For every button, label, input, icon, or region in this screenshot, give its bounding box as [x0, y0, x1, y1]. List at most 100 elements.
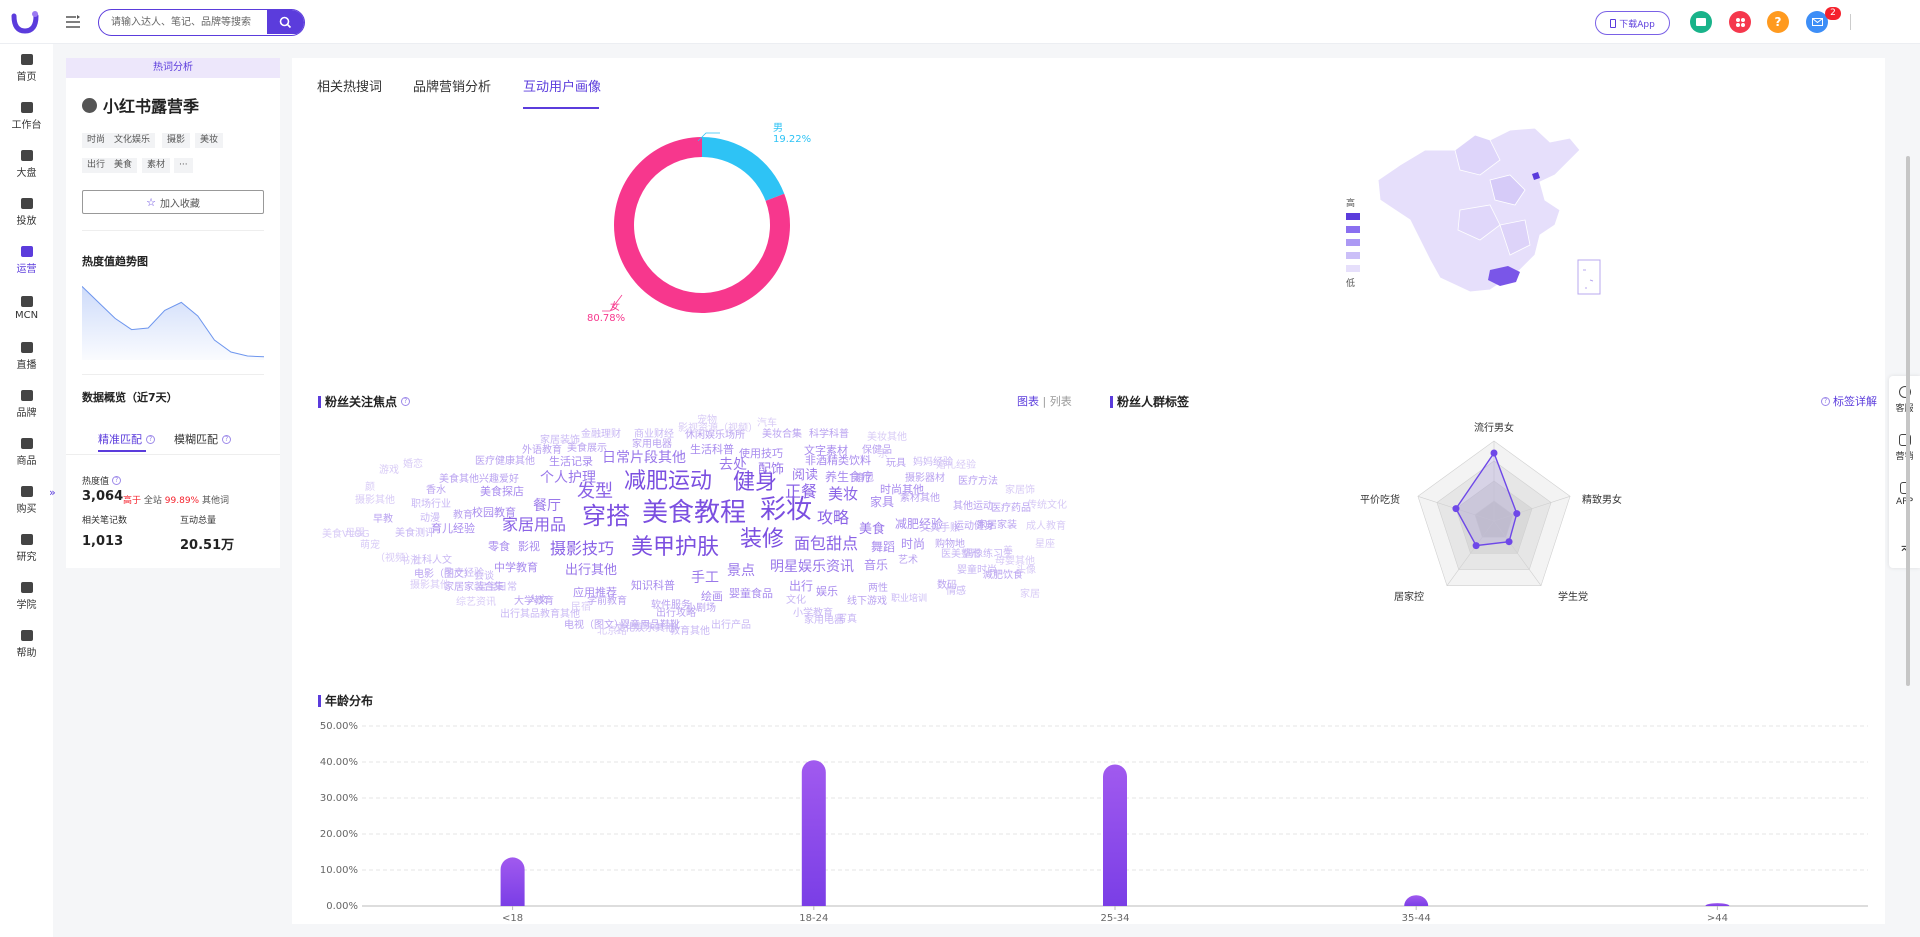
radar-point[interactable]	[1452, 505, 1460, 513]
help-icon[interactable]: ?	[112, 476, 122, 485]
question-icon[interactable]: ?	[1767, 11, 1789, 33]
cloud-word[interactable]: 家居装饰	[540, 435, 580, 446]
cloud-word[interactable]: 箱包	[854, 473, 874, 484]
cloud-word[interactable]: 中学教育	[494, 561, 538, 574]
cloud-word[interactable]: 出行其品教育其他	[500, 609, 580, 620]
cloud-word[interactable]: 科学科普	[809, 429, 849, 440]
cloud-word[interactable]: 早教	[373, 514, 393, 525]
cloud-word[interactable]: 明星娱乐资讯	[770, 559, 854, 575]
cloud-word[interactable]: 手工	[691, 570, 719, 586]
cloud-word[interactable]: 出行其他	[565, 563, 618, 578]
cloud-word[interactable]: 发型	[577, 481, 613, 502]
cloud-word[interactable]: 香水	[426, 485, 446, 496]
cloud-word[interactable]: 学前教育	[587, 596, 627, 607]
sidebar-item[interactable]: 大盘	[0, 144, 53, 184]
cloud-word[interactable]: 其他运动	[953, 501, 993, 512]
search-button[interactable]	[267, 10, 304, 34]
download-app-button[interactable]: 下载App	[1595, 11, 1670, 35]
cloud-word[interactable]: 动漫	[420, 513, 440, 524]
sidebar-item[interactable]: 直播	[0, 336, 53, 376]
age-bar[interactable]	[1404, 895, 1429, 906]
cloud-word[interactable]: 知识科普	[631, 579, 675, 592]
cloud-word[interactable]: 家居家装	[977, 520, 1017, 531]
logo-icon[interactable]	[11, 9, 39, 35]
cloud-word[interactable]: 家用电器	[632, 439, 672, 450]
age-bar[interactable]	[801, 760, 826, 906]
view-list-button[interactable]: 列表	[1049, 395, 1072, 408]
sidebar-item[interactable]: 帮助	[0, 624, 53, 664]
cloud-word[interactable]: 装修	[740, 527, 785, 552]
cloud-word[interactable]: 生活科普	[690, 443, 734, 456]
menu-toggle-icon[interactable]	[64, 13, 82, 31]
cloud-word[interactable]: 日常片段其他	[602, 450, 686, 466]
cloud-word[interactable]: 配饰	[758, 462, 785, 477]
sidebar-item[interactable]: 购买	[0, 480, 53, 520]
sidebar-item[interactable]: 投放	[0, 192, 53, 232]
cloud-word[interactable]: 时尚	[901, 537, 926, 551]
cloud-word[interactable]: 宝宝日常	[477, 582, 517, 593]
cloud-word[interactable]: 会谈	[474, 571, 494, 582]
cloud-word[interactable]: 商业财经	[634, 429, 674, 440]
cloud-word[interactable]: 医疗健康其他	[475, 456, 535, 467]
cloud-word[interactable]: 教育	[453, 510, 473, 521]
cloud-word[interactable]: 出行	[789, 579, 814, 593]
sidebar-item[interactable]: 品牌	[0, 384, 53, 424]
cloud-word[interactable]: 社科人文	[412, 555, 452, 566]
cloud-word[interactable]: 非酒精类饮料	[805, 454, 871, 467]
cloud-word[interactable]: 绘画	[701, 590, 723, 603]
radar-point[interactable]	[1472, 542, 1480, 550]
cloud-word[interactable]: 个人护理	[540, 470, 596, 486]
cloud-word[interactable]: 传统文化	[1027, 500, 1067, 511]
cloud-word[interactable]: 宠物	[697, 415, 717, 426]
cloud-word[interactable]: 金融理财	[581, 429, 621, 440]
tab-fuzzy-match[interactable]: 模糊匹配?	[174, 431, 231, 447]
topic-tag[interactable]: ···	[174, 158, 193, 173]
sidebar-item[interactable]: 运营	[0, 240, 53, 280]
cloud-word[interactable]: 家居家装合集	[444, 582, 504, 593]
cloud-word[interactable]: 电影（图文）	[414, 569, 474, 580]
topic-tag[interactable]: 时尚	[82, 133, 111, 148]
cloud-word[interactable]: 婴童用品鞋靴	[620, 620, 680, 631]
cloud-word[interactable]: 音乐	[864, 558, 889, 572]
cloud-word[interactable]: 景点	[727, 563, 755, 579]
cloud-word[interactable]: 婴童时尚	[957, 565, 997, 576]
cloud-word[interactable]: 医疗药品	[991, 503, 1031, 514]
cloud-word[interactable]: 减肥饮食	[983, 570, 1023, 581]
cloud-word[interactable]: 健身	[733, 470, 778, 495]
app-button[interactable]: APP	[1889, 482, 1920, 507]
topic-tag[interactable]: 美妆	[195, 133, 224, 148]
cloud-word[interactable]: 成人教育	[1026, 521, 1066, 532]
cloud-word[interactable]: 文具手账	[920, 523, 960, 534]
cloud-word[interactable]: 美食	[859, 522, 886, 537]
cloud-word[interactable]: 去处	[719, 457, 747, 473]
cloud-word[interactable]: 颜	[365, 482, 375, 493]
cloud-word[interactable]: （视频）	[375, 553, 415, 564]
cloud-word[interactable]: 家具	[870, 495, 895, 509]
tag-detail-link[interactable]: ? 标签详解	[1821, 393, 1877, 409]
cloud-word[interactable]: 购物地	[935, 539, 965, 550]
cloud-word[interactable]: 生活记录	[549, 455, 593, 468]
cloud-word[interactable]: 正餐	[785, 482, 818, 501]
cloud-word[interactable]: 面包甜点	[794, 534, 859, 553]
cloud-word[interactable]: 阅读	[792, 468, 819, 483]
cloud-word[interactable]: 艺术	[898, 555, 918, 566]
sidebar-item[interactable]: 学院	[0, 576, 53, 616]
cloud-word[interactable]: 书法	[400, 556, 420, 567]
radar-point[interactable]	[1505, 538, 1513, 546]
cloud-word[interactable]: 保健品	[862, 445, 892, 456]
topic-tag[interactable]: 文化娱乐	[109, 133, 156, 148]
cloud-word[interactable]: 娱乐	[816, 585, 838, 598]
customer-service-button[interactable]: 客服	[1889, 386, 1920, 414]
cloud-word[interactable]: 星座	[1035, 539, 1055, 550]
cloud-word[interactable]: 妈妈经验	[913, 457, 953, 468]
map-region[interactable]	[1499, 219, 1531, 256]
cloud-word[interactable]: 家居饰	[1005, 485, 1035, 496]
cloud-word[interactable]: 游戏	[379, 465, 399, 476]
cloud-word[interactable]: 萌宠	[360, 540, 380, 551]
cloud-word[interactable]: 婚恋	[403, 459, 423, 470]
cloud-word[interactable]: 医疗方法	[958, 476, 998, 487]
tab-exact-match[interactable]: 精准匹配?	[98, 431, 155, 447]
cloud-word[interactable]: 小学教育	[793, 608, 833, 619]
map-region-guangdong[interactable]	[1488, 266, 1520, 286]
view-chart-button[interactable]: 图表	[1017, 395, 1039, 408]
